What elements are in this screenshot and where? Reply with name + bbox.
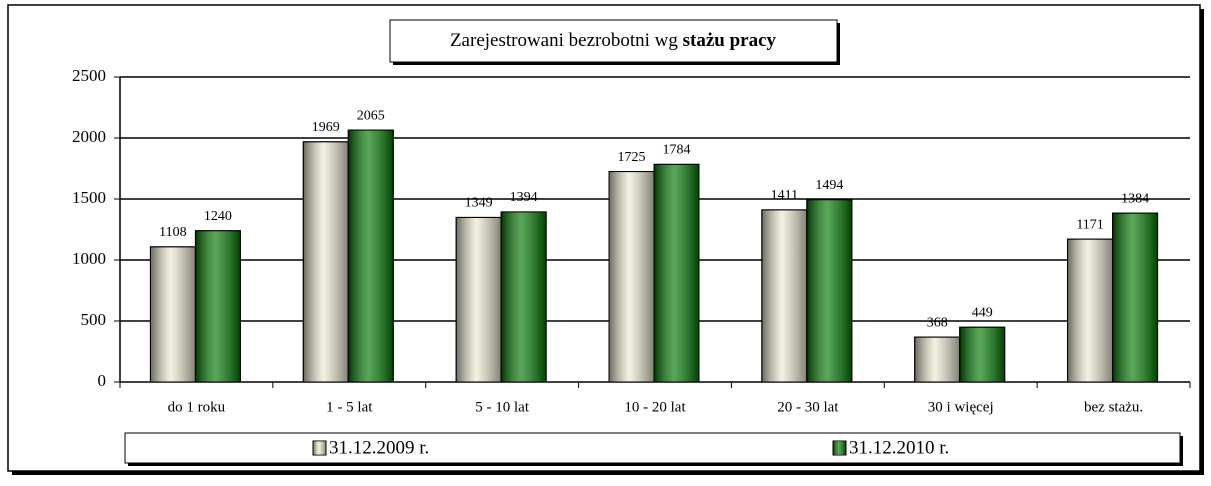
y-tick-label: 0 — [98, 371, 107, 390]
bar-shading — [761, 209, 808, 383]
value-label: 1240 — [204, 209, 232, 224]
x-tick-label: bez stażu. — [1084, 399, 1143, 415]
bar-shading — [608, 171, 655, 383]
legend-swatch-shading — [313, 441, 326, 455]
value-label: 1349 — [465, 196, 493, 211]
value-label: 368 — [927, 315, 948, 330]
x-tick-label: 30 i więcej — [928, 399, 994, 415]
bar-shading — [806, 199, 853, 383]
value-label: 1384 — [1121, 191, 1149, 206]
value-label: 1784 — [663, 143, 691, 158]
value-label: 1725 — [618, 150, 646, 165]
title-part: Zarejestrowani bezrobotni wg — [450, 30, 683, 51]
bar-shading — [914, 336, 961, 383]
value-label: 449 — [972, 305, 993, 320]
value-label: 1411 — [771, 188, 798, 203]
x-tick-label: 5 - 10 lat — [475, 399, 530, 415]
legend-label: 31.12.2010 r. — [849, 437, 949, 458]
y-tick-label: 2000 — [72, 127, 106, 146]
bar-shading — [455, 216, 502, 383]
bar-shading — [302, 141, 349, 383]
chart-title: Zarejestrowani bezrobotni wg stażu pracy — [450, 30, 777, 51]
y-tick-label: 2500 — [72, 66, 106, 85]
bar-shading — [194, 230, 241, 383]
value-label: 1171 — [1076, 217, 1103, 232]
y-tick-label: 1500 — [72, 188, 106, 207]
bar-shading — [149, 246, 196, 383]
bar-shading — [347, 129, 394, 383]
legend-box — [124, 432, 1181, 464]
value-label: 1494 — [815, 178, 843, 193]
x-tick-label: 1 - 5 lat — [326, 399, 373, 415]
bar-shading — [1067, 238, 1114, 383]
value-label: 1394 — [510, 190, 538, 205]
bar-shading — [1112, 212, 1159, 383]
bar-shading — [653, 163, 700, 383]
x-tick-label: do 1 roku — [168, 399, 226, 415]
y-tick-label: 1000 — [72, 249, 106, 268]
bar-shading — [500, 211, 547, 383]
legend-label: 31.12.2009 r. — [329, 437, 429, 458]
value-label: 1108 — [159, 225, 186, 240]
value-label: 1969 — [312, 120, 340, 135]
value-label: 2065 — [357, 108, 385, 123]
y-tick-label: 500 — [81, 310, 107, 329]
x-tick-label: 20 - 30 lat — [777, 399, 839, 415]
x-tick-label: 10 - 20 lat — [624, 399, 686, 415]
legend-swatch-shading — [833, 441, 846, 455]
bar-shading — [959, 326, 1006, 383]
title-box — [389, 19, 838, 63]
title-part: stażu pracy — [683, 30, 777, 51]
